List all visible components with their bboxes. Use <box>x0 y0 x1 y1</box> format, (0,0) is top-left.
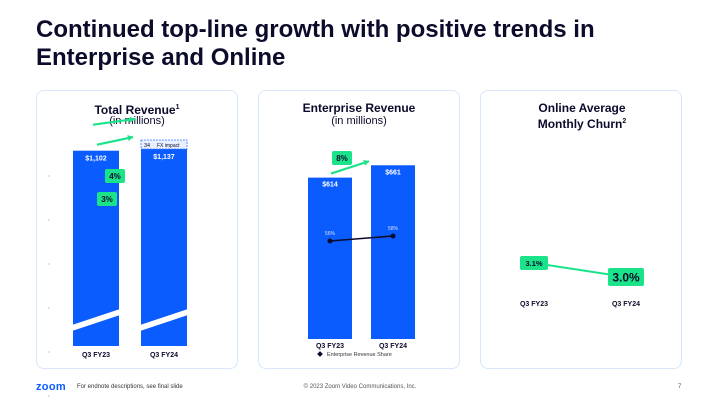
share-line <box>329 235 394 242</box>
churn-badge-bg <box>608 268 644 286</box>
total-revenue-chart: $1,102 Q3 FY23 $1,137 Q3 FY24 34 FX impact 4% 3… <box>48 116 191 397</box>
growth-arrow-head <box>363 159 369 166</box>
growth-arrow <box>330 160 370 175</box>
enterprise-revenue-chart: $614 Q3 FY23 $661 Q3 FY24 56% 58% 8% Enterprise… <box>308 151 415 358</box>
online-churn-card: Online Average Monthly Churn2 3.1% 3.0% Q3… <box>480 90 682 369</box>
category-label: Q3 FY24 <box>379 343 407 350</box>
growth-badge-bg <box>332 151 352 165</box>
growth-badge-reported: 3% <box>101 195 113 204</box>
zoom-logo: zoom <box>36 381 66 393</box>
footer-note: For endnote descriptions, see final slid… <box>77 384 183 390</box>
fx-impact-box <box>140 139 188 150</box>
enterprise-revenue-subtitle: (in millions) <box>331 115 387 127</box>
share-value-label: 58% <box>388 226 399 232</box>
growth-arrow-lower <box>96 135 134 146</box>
total-revenue-card: Total Revenue1 (in millions) $1,102 Q3 FY… <box>36 90 238 397</box>
bar-value-label: $614 <box>322 182 338 189</box>
bar-value-label: $1,137 <box>153 154 175 161</box>
online-churn-title: Online Average Monthly Churn2 <box>537 101 627 131</box>
category-label: Q3 FY24 <box>612 301 640 308</box>
fx-impact-label: FX impact <box>157 143 180 149</box>
bar-q3-fy24 <box>371 165 415 339</box>
category-label: Q3 FY23 <box>82 352 110 359</box>
slide-title: Continued top-line growth with positive … <box>36 16 595 71</box>
churn-value-label: 3.1% <box>525 259 542 268</box>
growth-arrow-upper-head <box>129 116 135 123</box>
category-label: Q3 FY23 <box>520 301 548 308</box>
enterprise-revenue-title: Enterprise Revenue <box>302 101 416 115</box>
fx-impact-value: 34 <box>144 143 150 149</box>
churn-value-label: 3.0% <box>612 271 640 285</box>
bar-value-label: $1,102 <box>85 156 107 163</box>
axis-break-mark <box>69 308 123 332</box>
legend-marker <box>317 351 323 357</box>
bar-q3-fy23 <box>308 177 352 339</box>
total-revenue-title: Total Revenue1 <box>94 103 180 117</box>
online-churn-chart: 3.1% 3.0% Q3 FY23 Q3 FY24 <box>520 256 644 308</box>
footer-copyright: © 2023 Zoom Video Communications, Inc. <box>303 384 417 390</box>
page-number: 7 <box>678 384 682 390</box>
legend-label: Enterprise Revenue Share <box>327 352 392 358</box>
enterprise-revenue-card: Enterprise Revenue (in millions) $614 Q3 … <box>258 90 460 369</box>
growth-arrow-lower-head <box>127 135 133 142</box>
growth-badge-with-fx: 4% <box>109 172 121 181</box>
share-point <box>327 238 333 244</box>
share-value-label: 56% <box>325 231 336 237</box>
bar-value-label: $661 <box>385 169 401 176</box>
growth-badge-reported-bg <box>97 192 117 206</box>
growth-badge-with-fx-bg <box>105 169 125 183</box>
total-revenue-subtitle: (in millions) <box>109 115 165 127</box>
churn-badge-bg <box>520 256 548 270</box>
category-label: Q3 FY24 <box>150 352 178 359</box>
axis-break-mark <box>137 308 191 332</box>
category-label: Q3 FY23 <box>316 343 344 350</box>
growth-arrow-upper <box>92 117 136 126</box>
share-point <box>390 233 396 239</box>
growth-badge: 8% <box>336 154 348 163</box>
